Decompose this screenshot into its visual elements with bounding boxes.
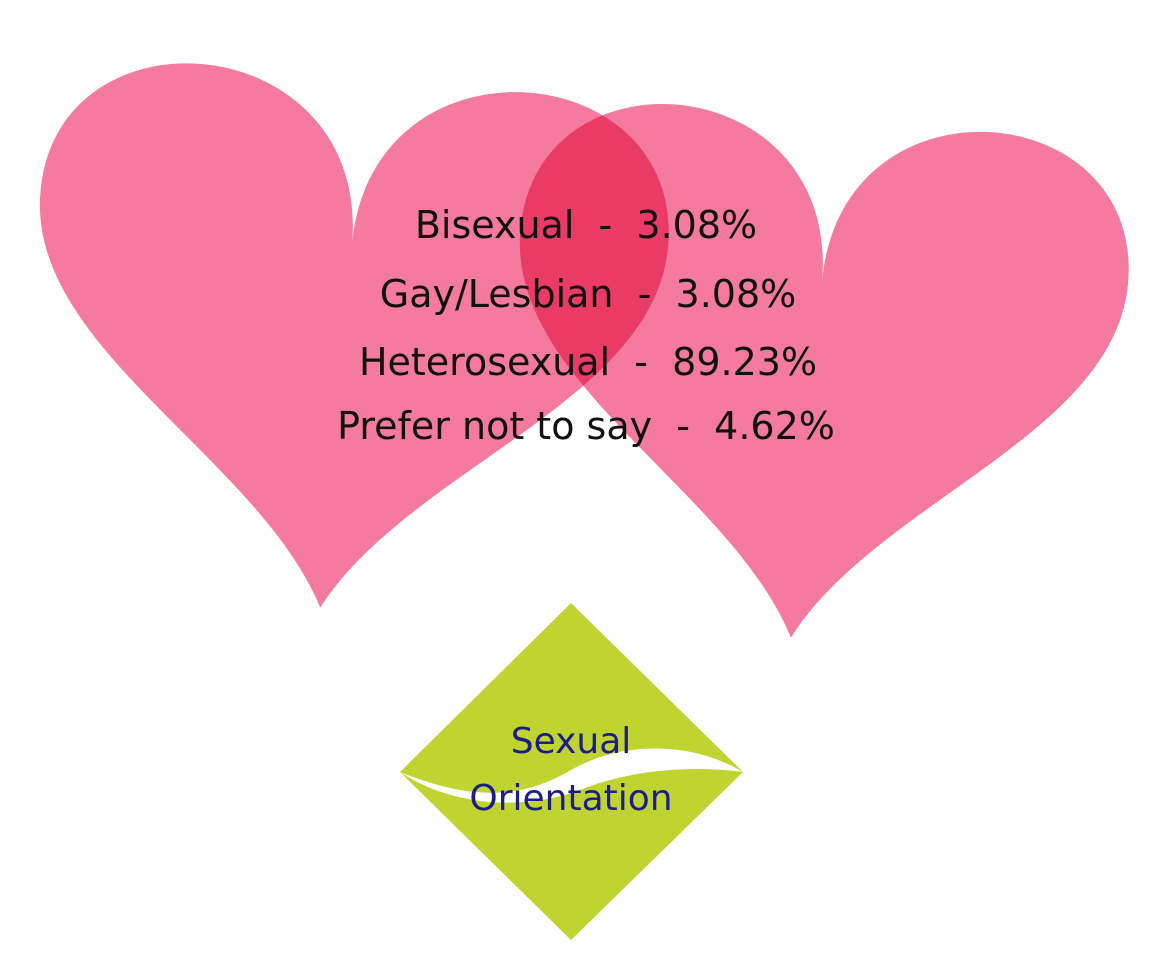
stat-line: Prefer not to say - 4.62% — [337, 404, 835, 448]
stat-line: Heterosexual - 89.23% — [359, 340, 817, 384]
stats: Bisexual - 3.08% Gay/Lesbian - 3.08% Het… — [337, 203, 835, 448]
left-heart — [39, 63, 669, 608]
badge-line: Sexual — [511, 721, 632, 762]
right-heart — [519, 104, 1129, 638]
stat-line: Gay/Lesbian - 3.08% — [380, 272, 797, 316]
badge: Sexual Orientation — [400, 603, 743, 940]
swoosh — [400, 748, 743, 803]
hearts — [39, 63, 1129, 638]
badge-line: Orientation — [469, 778, 672, 819]
stat-line: Bisexual - 3.08% — [415, 203, 757, 247]
